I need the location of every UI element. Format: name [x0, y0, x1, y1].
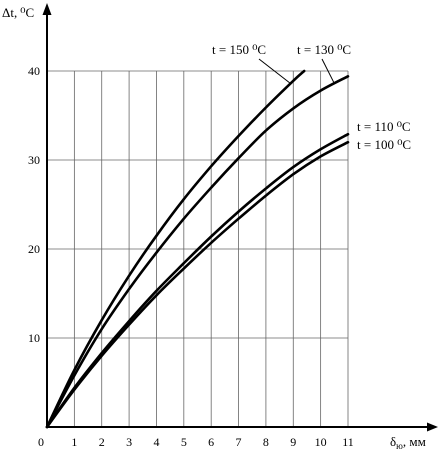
- series-label-1: t = 150 ⁰С: [212, 42, 266, 57]
- series-leader-1: [258, 58, 291, 84]
- y-tick-labels: 10 20 30 40: [28, 64, 40, 345]
- series-label-3: t = 110 ⁰С: [357, 119, 411, 134]
- curves: [45, 69, 350, 429]
- x-tick-label: 6: [208, 435, 214, 449]
- axes: [42, 3, 438, 432]
- y-tick-label: 40: [28, 64, 40, 78]
- x-tick-label: 9: [290, 435, 296, 449]
- x-tick-label: 4: [153, 435, 159, 449]
- y-tick-label: 30: [28, 153, 40, 167]
- series-label-2: t = 130 ⁰С: [297, 42, 351, 57]
- series-labels: t = 150 ⁰С t = 130 ⁰С t = 110 ⁰С t = 100 ⁰С: [212, 42, 411, 152]
- y-axis-title: Δt, ⁰С: [2, 5, 34, 20]
- x-tick-label: 11: [342, 435, 354, 449]
- x-tick-label: 7: [236, 435, 242, 449]
- x-tick-label: 8: [263, 435, 269, 449]
- series-line-2: [45, 75, 350, 429]
- x-tick-label: 10: [315, 435, 327, 449]
- x-tick-label: 3: [126, 435, 132, 449]
- x-tick-label: 0: [38, 435, 44, 449]
- series-line-3: [45, 132, 350, 429]
- series-line-1: [45, 69, 306, 429]
- x-tick-label: 5: [181, 435, 187, 449]
- x-axis-title: δю, мм: [390, 434, 426, 451]
- y-axis-arrow: [42, 3, 52, 15]
- x-axis-arrow: [427, 422, 438, 432]
- x-tick-labels: 0 1 2 3 4 5 6 7 8 9 10 11: [38, 435, 354, 449]
- series-label-4: t = 100 ⁰С: [357, 137, 411, 152]
- x-tick-label: 1: [71, 435, 77, 449]
- series-line-4: [45, 140, 350, 429]
- x-tick-label: 2: [99, 435, 105, 449]
- y-tick-label: 20: [28, 242, 40, 256]
- y-tick-label: 10: [28, 331, 40, 345]
- series-leader-2: [321, 58, 335, 84]
